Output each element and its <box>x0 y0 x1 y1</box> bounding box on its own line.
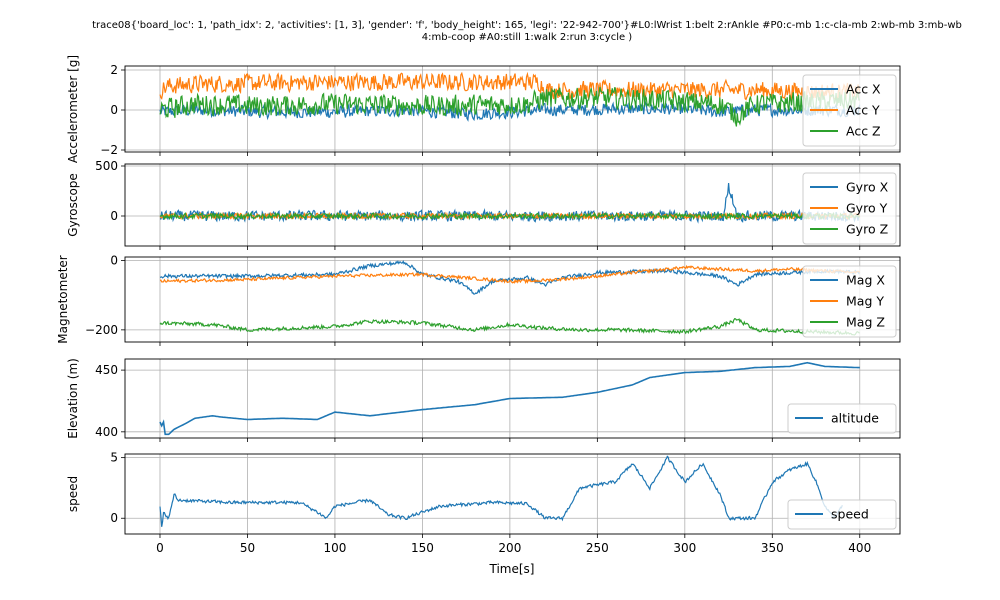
y-tick-label: 0 <box>110 209 118 223</box>
x-tick-label: 400 <box>848 541 871 555</box>
x-tick-label: 300 <box>673 541 696 555</box>
legend-label: Gyro X <box>846 180 889 195</box>
legend: Mag X Mag Y Mag Z <box>802 265 897 338</box>
x-tick-label: 350 <box>761 541 784 555</box>
y-axis-label: Elevation (m) <box>66 358 80 439</box>
axes-frame <box>124 453 901 535</box>
legend-label: Gyro Z <box>846 222 888 237</box>
y-tick-label: 2 <box>110 63 118 77</box>
y-tick-label: 5 <box>110 451 118 465</box>
legend-label: altitude <box>831 411 879 426</box>
y-axis-label: Gyroscope <box>66 173 80 237</box>
x-tick-label: 50 <box>240 541 255 555</box>
legend-box <box>787 403 897 434</box>
legend: Gyro X Gyro Y Gyro Z <box>802 172 897 245</box>
series-line-gyro-y <box>159 211 861 221</box>
series-line-gyro-z <box>159 211 861 221</box>
series-line-mag-z <box>159 318 860 336</box>
legend: altitude <box>787 403 897 434</box>
legend-box <box>802 265 897 338</box>
legend-label: Mag Z <box>846 315 885 330</box>
y-tick-label: 450 <box>95 363 118 377</box>
legend-label: Acc X <box>846 82 881 97</box>
x-tick-label: 0 <box>156 541 164 555</box>
axes-frame <box>124 256 901 343</box>
legend-label: Mag Y <box>846 294 884 309</box>
y-tick-label: 500 <box>95 159 118 173</box>
subplot-3: −200 0 Magnetometer Mag X Mag Y Mag Z <box>56 253 901 346</box>
legend-box <box>802 74 897 147</box>
legend-label: Mag X <box>846 273 885 288</box>
legend: Acc X Acc Y Acc Z <box>802 74 897 147</box>
axes-frame <box>124 163 901 247</box>
axes-frame <box>124 358 901 439</box>
y-tick-label: −2 <box>100 143 118 157</box>
y-tick-label: −200 <box>85 323 118 337</box>
subplot-4: 400 450 Elevation (m) altitude <box>66 358 901 442</box>
series-line-acc-y <box>159 71 861 101</box>
axes-frame <box>124 65 901 153</box>
y-axis-label: speed <box>66 476 80 512</box>
y-tick-label: 0 <box>110 511 118 525</box>
x-tick-label: 200 <box>498 541 521 555</box>
y-tick-label: 0 <box>110 253 118 267</box>
x-tick-label: 250 <box>586 541 609 555</box>
figure-title-line1: trace08{'board_loc': 1, 'path_idx': 2, '… <box>92 20 962 31</box>
legend-label: Gyro Y <box>846 201 888 216</box>
subplot-1: −2 0 2 Accelerometer [g] Acc X Acc Y Acc Z <box>66 55 901 163</box>
x-tick-label: 100 <box>323 541 346 555</box>
y-axis-label: Accelerometer [g] <box>66 55 80 163</box>
legend-label: Acc Y <box>846 103 880 118</box>
figure-title-line2: 4:mb-coop #A0:still 1:walk 2:run 3:cycle… <box>422 32 633 43</box>
legend-label: speed <box>831 507 869 522</box>
series-line-acc-z <box>159 86 860 127</box>
subplot-2: 0 500 Gyroscope Gyro X Gyro Y Gyro Z <box>66 159 901 250</box>
y-tick-label: 400 <box>95 425 118 439</box>
x-tick-label: 150 <box>411 541 434 555</box>
y-axis-label: Magnetometer <box>56 255 70 344</box>
x-axis-label: Time[s] <box>489 562 535 576</box>
legend-label: Acc Z <box>846 124 881 139</box>
subplot-5: 0 50 100 150 200 250 300 350 400 0 5 speed speed <box>66 451 901 555</box>
y-tick-label: 0 <box>110 103 118 117</box>
legend-box <box>802 172 897 245</box>
legend: speed <box>787 499 897 530</box>
series-line-altitude <box>159 361 860 436</box>
series-line-mag-y <box>159 264 861 285</box>
legend-box <box>787 499 897 530</box>
series-line-speed <box>159 455 843 527</box>
